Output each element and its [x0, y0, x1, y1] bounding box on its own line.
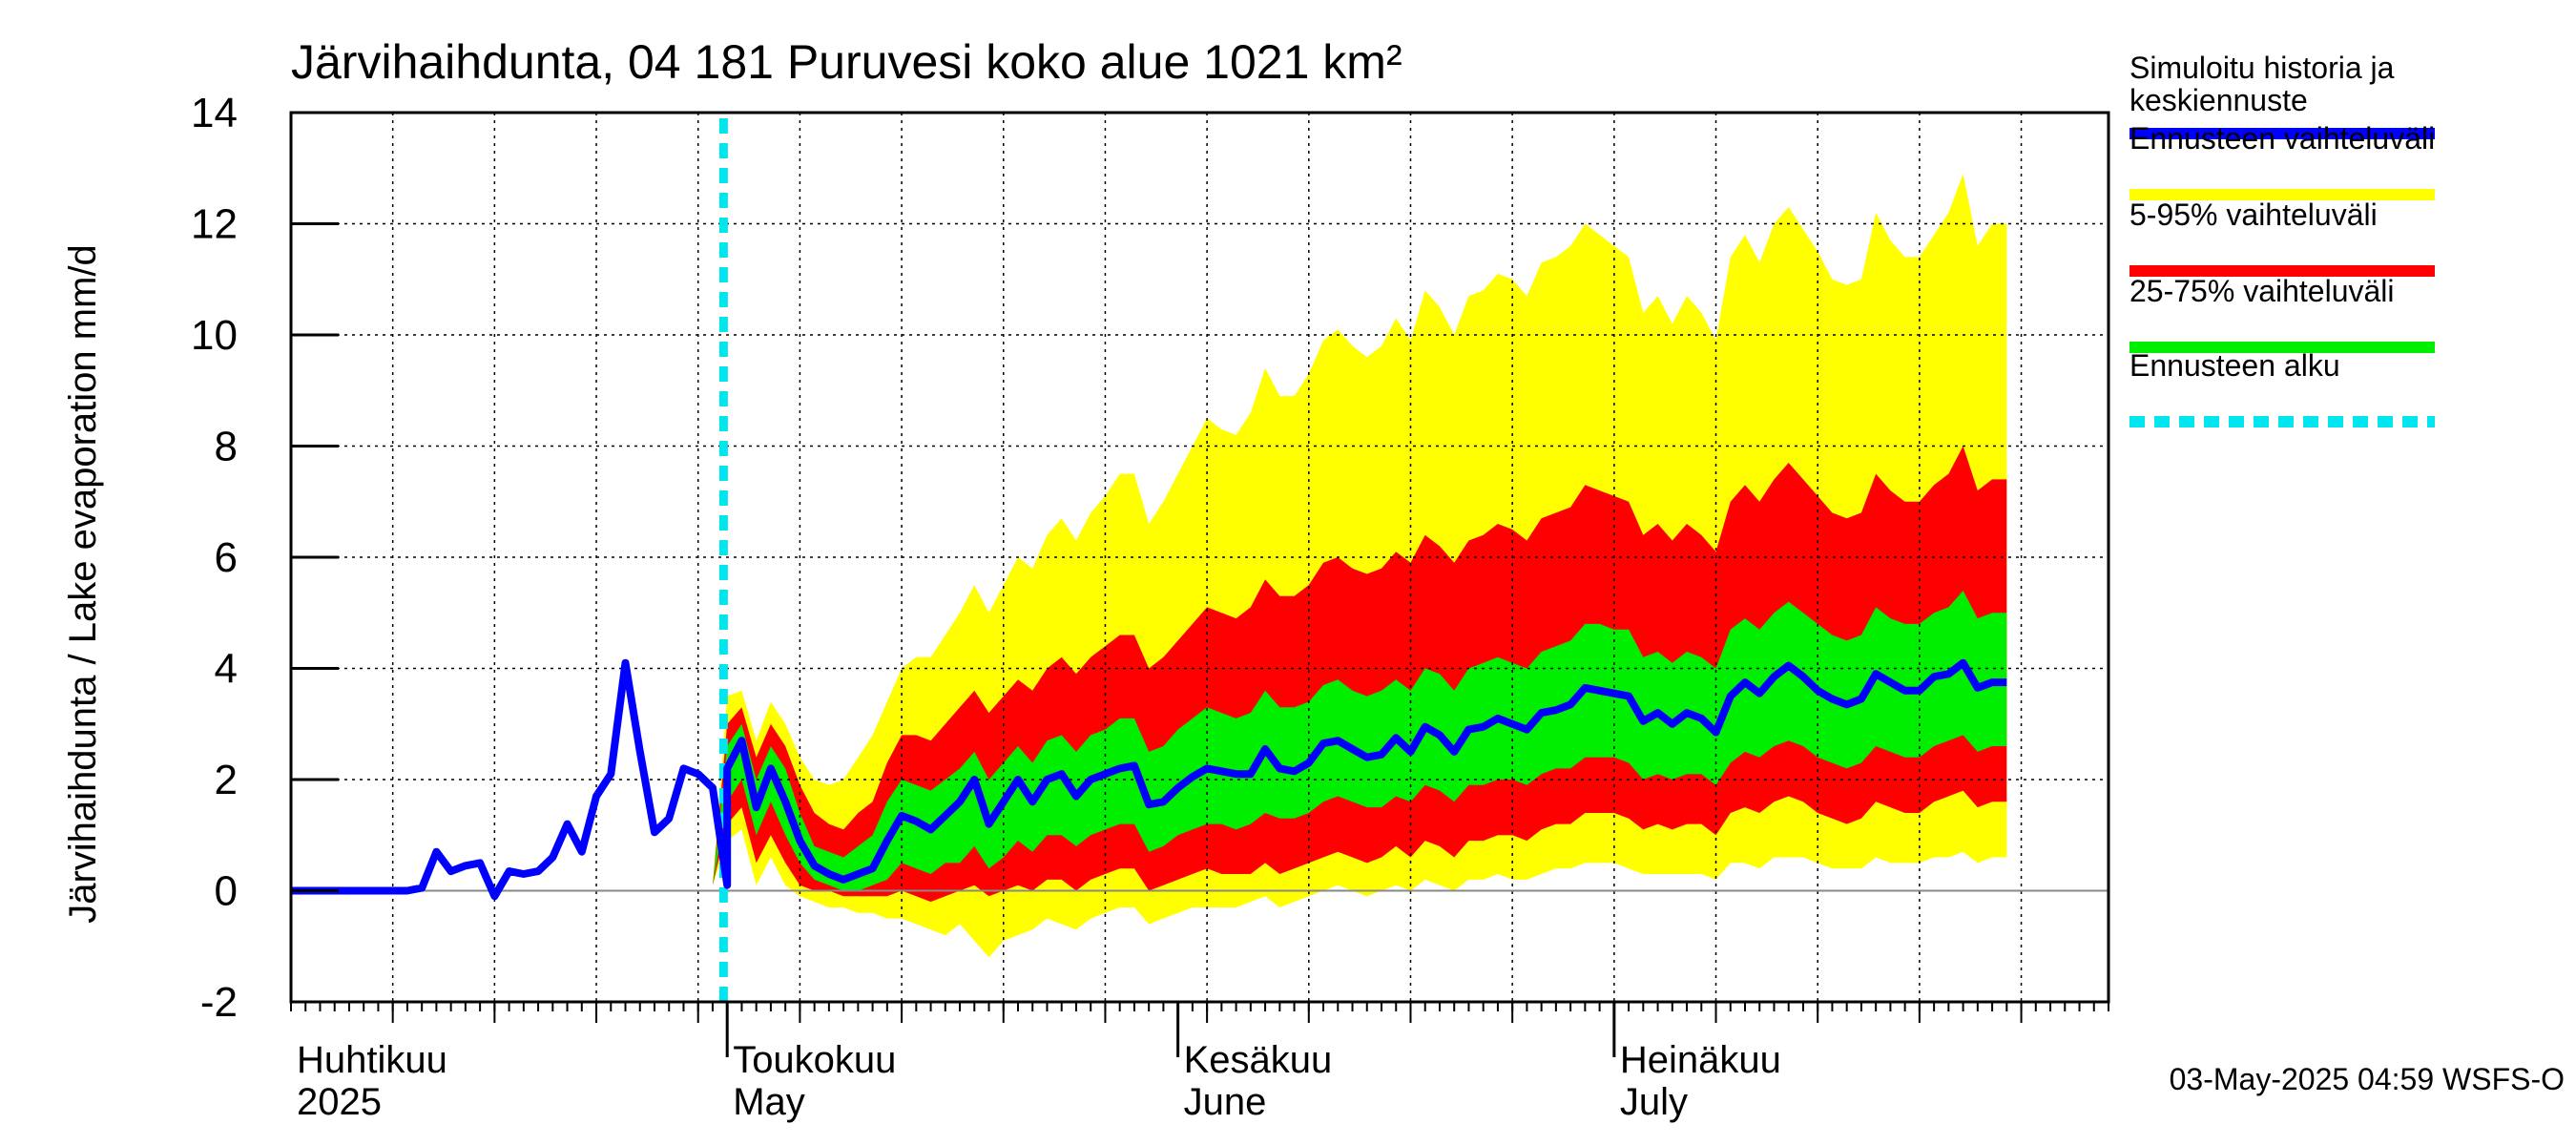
month-label-fi: Toukokuu	[733, 1039, 896, 1081]
y-tick-label: 6	[215, 534, 238, 581]
y-tick-label: 14	[191, 90, 238, 136]
y-axis-ticks: -2 0 2 4 6 8 10 12 14	[191, 90, 339, 1026]
y-tick-label: 4	[215, 646, 238, 693]
band-25-75	[713, 591, 2007, 891]
y-tick-label: 12	[191, 201, 238, 248]
y-tick-label: 0	[215, 868, 238, 915]
y-axis-label: Järvihaihdunta / Lake evaporation mm/d	[62, 244, 104, 924]
grid-lines	[291, 113, 2109, 1002]
median-line	[291, 658, 2007, 901]
month-label-fi: Heinäkuu	[1620, 1039, 1781, 1081]
month-label-en: May	[733, 1081, 805, 1123]
x-axis-ticks	[290, 1002, 2109, 1057]
month-label-fi: Kesäkuu	[1184, 1039, 1333, 1081]
chart-title: Järvihaihdunta, 04 181 Puruvesi koko alu…	[291, 35, 1402, 89]
y-tick-label: 10	[191, 312, 238, 359]
y-tick-label: 8	[215, 424, 238, 470]
legend-label: Simuloitu historia ja	[2129, 51, 2395, 85]
month-label-en: 2025	[297, 1081, 382, 1123]
month-label-en: June	[1184, 1081, 1267, 1123]
footer-timestamp: 03-May-2025 04:59 WSFS-O	[2170, 1062, 2565, 1096]
legend-label: Ennusteen alku	[2129, 348, 2340, 383]
legend-label: 25-75% vaihteluväli	[2129, 274, 2395, 308]
legend-label: Ennusteen vaihteluväli	[2129, 121, 2435, 156]
month-label-fi: Huhtikuu	[297, 1039, 447, 1081]
forecast-bands	[713, 174, 2007, 958]
legend-label: 5-95% vaihteluväli	[2129, 198, 2378, 232]
y-tick-label: 2	[215, 757, 238, 803]
y-tick-label: -2	[200, 979, 238, 1026]
month-label-en: July	[1620, 1081, 1688, 1123]
legend-label: keskiennuste	[2129, 83, 2308, 117]
